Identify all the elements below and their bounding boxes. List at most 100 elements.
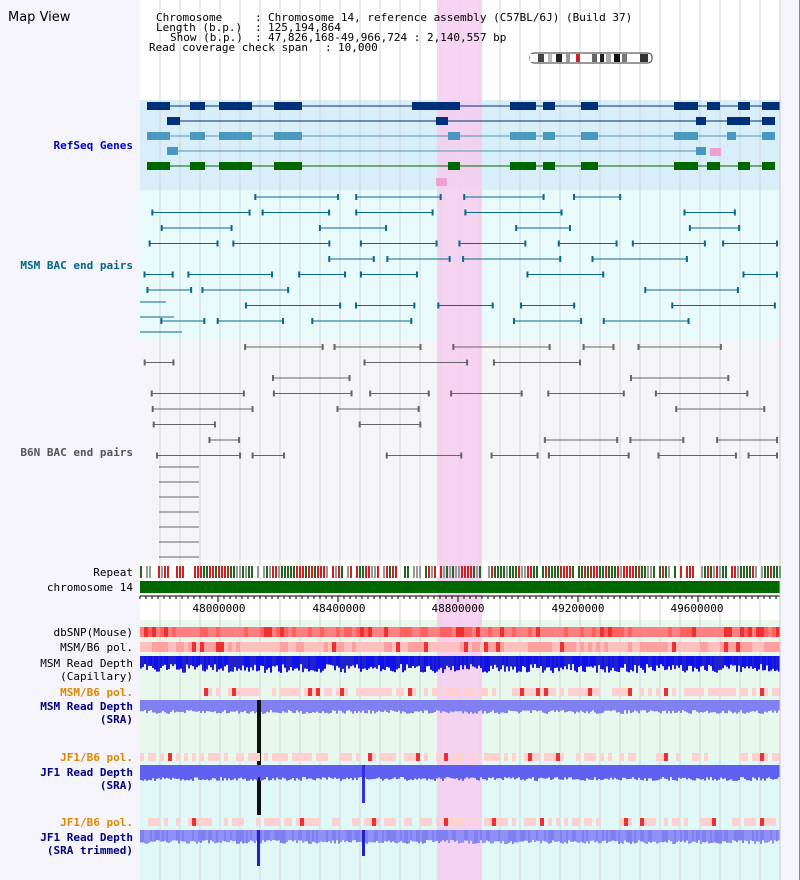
gene-exon	[762, 132, 775, 140]
jf1-sra-depth-bin	[690, 765, 692, 780]
dbsnp-bin	[392, 627, 396, 637]
jf1-trim-depth-bin	[360, 830, 362, 842]
jf1-trim-depth-bin	[204, 830, 206, 841]
msm-capillary-depth-bin	[692, 656, 694, 672]
repeat-mark	[344, 566, 346, 578]
jf1-pol-bin	[140, 753, 144, 761]
msm-sra-depth-bin	[640, 700, 642, 711]
msm-sra-depth-bin	[768, 700, 770, 712]
jf1-pol2-bin	[312, 818, 316, 826]
repeat-mark	[539, 566, 541, 578]
track-label-refseq[interactable]: RefSeq Genes	[53, 139, 133, 152]
repeat-mark	[719, 566, 721, 578]
track-label-jf1-read-depth-trim: JF1 Read Depth	[40, 831, 133, 844]
msm-sra-depth-bin	[564, 700, 566, 713]
repeat-mark	[320, 566, 322, 578]
jf1-trim-depth-bin	[404, 830, 406, 843]
dbsnp-bin	[216, 627, 220, 637]
msm-sra-depth-bin	[552, 700, 554, 711]
jf1-pol2-bin	[236, 818, 240, 826]
repeat-mark	[371, 566, 373, 578]
jf1-trim-depth-bin	[568, 830, 570, 841]
msm-capillary-depth-bin	[516, 656, 518, 673]
repeat-mark	[392, 566, 394, 578]
msm-pol2-bin	[516, 688, 520, 696]
dbsnp-bin	[572, 627, 576, 637]
msm-capillary-depth-bin	[738, 656, 740, 666]
dbsnp-bin	[220, 627, 224, 637]
jf1-pol-bin	[504, 753, 508, 761]
jf1-sra-depth-bin	[652, 765, 654, 781]
repeat-mark	[737, 566, 739, 578]
msm-sra-depth-bin	[460, 700, 462, 712]
jf1-sra-depth-bin	[280, 765, 282, 780]
dbsnp-bin	[584, 627, 588, 637]
msm-capillary-depth-bin	[254, 656, 256, 665]
jf1-pol2-bin	[744, 818, 748, 826]
repeat-mark	[437, 566, 439, 578]
msm-capillary-depth-bin	[214, 656, 216, 665]
jf1-sra-depth-bin	[184, 765, 186, 781]
jf1-pol2-bin	[188, 818, 192, 826]
track-label-b6n-bac[interactable]: B6N BAC end pairs	[20, 446, 133, 459]
msm-sra-depth-bin	[704, 700, 706, 712]
jf1-pol2-bin	[512, 818, 516, 826]
repeat-mark	[653, 566, 655, 578]
msm-sra-depth-bin	[366, 700, 368, 714]
msm-capillary-depth-bin	[584, 656, 586, 672]
repeat-mark	[419, 566, 421, 578]
track-label-msm-bac[interactable]: MSM BAC end pairs	[20, 259, 133, 272]
msm-pol2-bin	[364, 688, 368, 696]
repeat-mark	[542, 566, 544, 578]
msm-sra-depth-bin	[676, 700, 678, 713]
ideogram-band	[576, 54, 580, 62]
msm-sra-depth-bin	[378, 700, 380, 711]
repeat-mark	[629, 566, 631, 578]
msm-capillary-depth-bin	[596, 656, 598, 673]
jf1-sra-depth-bin	[452, 765, 454, 779]
jf1-pol2-bin	[308, 818, 312, 826]
msm-pol2-bin	[540, 688, 544, 696]
jf1-trim-depth-bin	[706, 830, 708, 842]
jf1-pol-bin	[380, 753, 384, 761]
jf1-sra-depth-bin	[772, 765, 774, 780]
jf1-sra-depth-bin	[584, 765, 586, 781]
msm-sra-depth-bin	[678, 700, 680, 711]
jf1-sra-depth-bin	[450, 765, 452, 779]
jf1-sra-depth-bin	[444, 765, 446, 779]
dbsnp-bin	[188, 627, 192, 637]
jf1-sra-depth-bin	[376, 765, 378, 779]
msm-sra-depth-bin	[346, 700, 348, 711]
msm-pol-bin	[620, 642, 624, 652]
jf1-sra-depth-bin	[286, 765, 288, 781]
dbsnp-bin	[524, 627, 528, 637]
dbsnp-bin	[460, 627, 464, 637]
msm-sra-depth-bin	[246, 700, 248, 714]
jf1-pol-bin	[484, 753, 488, 761]
msm-sra-depth-bin	[514, 700, 516, 712]
msm-capillary-depth-bin	[712, 656, 714, 671]
jf1-pol2-bin	[452, 818, 456, 826]
jf1-sra-depth-bin	[174, 765, 176, 779]
dbsnp-bin	[520, 627, 524, 637]
dbsnp-bin	[556, 627, 560, 637]
msm-capillary-depth-bin	[412, 656, 414, 666]
msm-capillary-depth-bin	[436, 656, 438, 672]
dbsnp-bin	[752, 627, 756, 637]
msm-capillary-depth-bin	[280, 656, 282, 673]
repeat-mark	[386, 566, 388, 578]
msm-sra-depth-bin	[210, 700, 212, 712]
msm-sra-depth-bin	[178, 700, 180, 712]
jf1-trim-depth-bin	[354, 830, 356, 841]
jf1-sra-depth-bin	[676, 765, 678, 781]
jf1-pol2-bin	[276, 818, 280, 826]
repeat-mark	[677, 566, 679, 578]
jf1-sra-depth-bin	[230, 765, 232, 781]
jf1-trim-depth-bin	[760, 830, 762, 844]
repeat-mark	[707, 566, 709, 578]
msm-pol2-bin	[524, 688, 528, 696]
msm-capillary-depth-bin	[640, 656, 642, 668]
msm-capillary-depth-bin	[236, 656, 238, 671]
msm-capillary-depth-bin	[174, 656, 176, 665]
